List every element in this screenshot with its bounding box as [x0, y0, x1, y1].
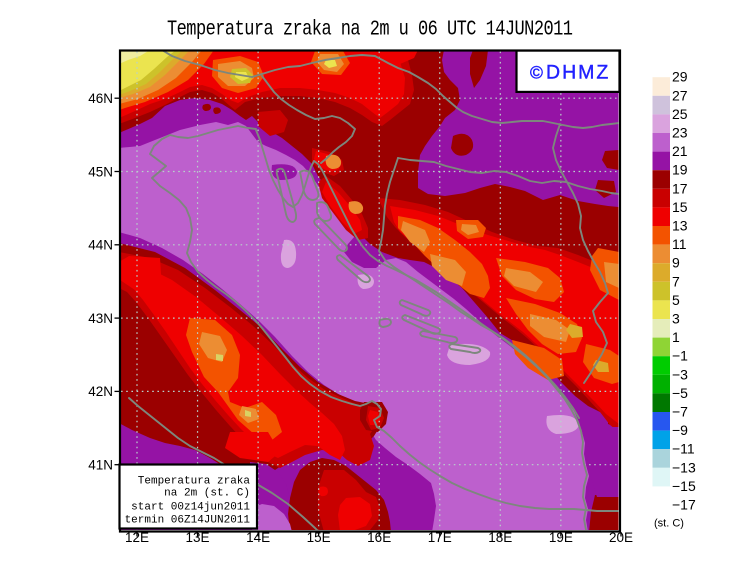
svg-text:−17: −17 — [672, 497, 696, 513]
svg-text:−9: −9 — [672, 422, 688, 438]
svg-text:−15: −15 — [672, 478, 696, 494]
svg-text:15E: 15E — [307, 530, 331, 545]
svg-text:3: 3 — [672, 311, 680, 327]
svg-text:17: 17 — [672, 180, 688, 196]
svg-text:5: 5 — [672, 292, 680, 308]
svg-text:46N: 46N — [88, 91, 113, 106]
svg-text:1: 1 — [672, 329, 680, 345]
svg-text:start 00z14jun2011: start 00z14jun2011 — [131, 501, 250, 513]
svg-text:DHMZ: DHMZ — [546, 62, 610, 84]
svg-text:23: 23 — [672, 125, 688, 141]
svg-text:29: 29 — [672, 69, 688, 85]
svg-text:17E: 17E — [428, 530, 452, 545]
svg-text:43N: 43N — [88, 311, 113, 326]
svg-text:7: 7 — [672, 273, 680, 289]
svg-text:na 2m (st. C): na 2m (st. C) — [164, 487, 250, 499]
svg-text:14E: 14E — [246, 530, 270, 545]
svg-text:11: 11 — [672, 236, 687, 252]
svg-text:−11: −11 — [672, 441, 695, 457]
svg-text:Temperatura zraka: Temperatura zraka — [138, 475, 251, 487]
svg-text:13E: 13E — [186, 530, 210, 545]
svg-text:13: 13 — [672, 218, 688, 234]
svg-text:41N: 41N — [88, 458, 113, 473]
svg-text:termin 06Z14JUN2011: termin 06Z14JUN2011 — [125, 514, 251, 526]
svg-text:25: 25 — [672, 106, 688, 122]
svg-text:42N: 42N — [88, 384, 113, 399]
svg-text:©: © — [530, 63, 543, 83]
svg-text:15: 15 — [672, 199, 688, 215]
svg-text:19: 19 — [672, 162, 688, 178]
svg-text:Temperatura zraka na 2m u 06 U: Temperatura zraka na 2m u 06 UTC 14JUN20… — [167, 17, 573, 41]
svg-text:44N: 44N — [88, 238, 113, 253]
svg-text:−7: −7 — [672, 404, 688, 420]
svg-text:9: 9 — [672, 255, 680, 271]
svg-text:20E: 20E — [609, 530, 633, 545]
svg-text:27: 27 — [672, 87, 688, 103]
svg-text:12E: 12E — [125, 530, 149, 545]
svg-text:16E: 16E — [367, 530, 391, 545]
svg-text:21: 21 — [672, 143, 688, 159]
svg-text:−13: −13 — [672, 459, 696, 475]
svg-text:45N: 45N — [88, 164, 113, 179]
svg-text:18E: 18E — [488, 530, 512, 545]
svg-text:19E: 19E — [549, 530, 573, 545]
svg-text:−1: −1 — [672, 348, 688, 364]
svg-text:−3: −3 — [672, 366, 688, 382]
svg-text:(st. C): (st. C) — [654, 518, 684, 530]
svg-text:−5: −5 — [672, 385, 688, 401]
